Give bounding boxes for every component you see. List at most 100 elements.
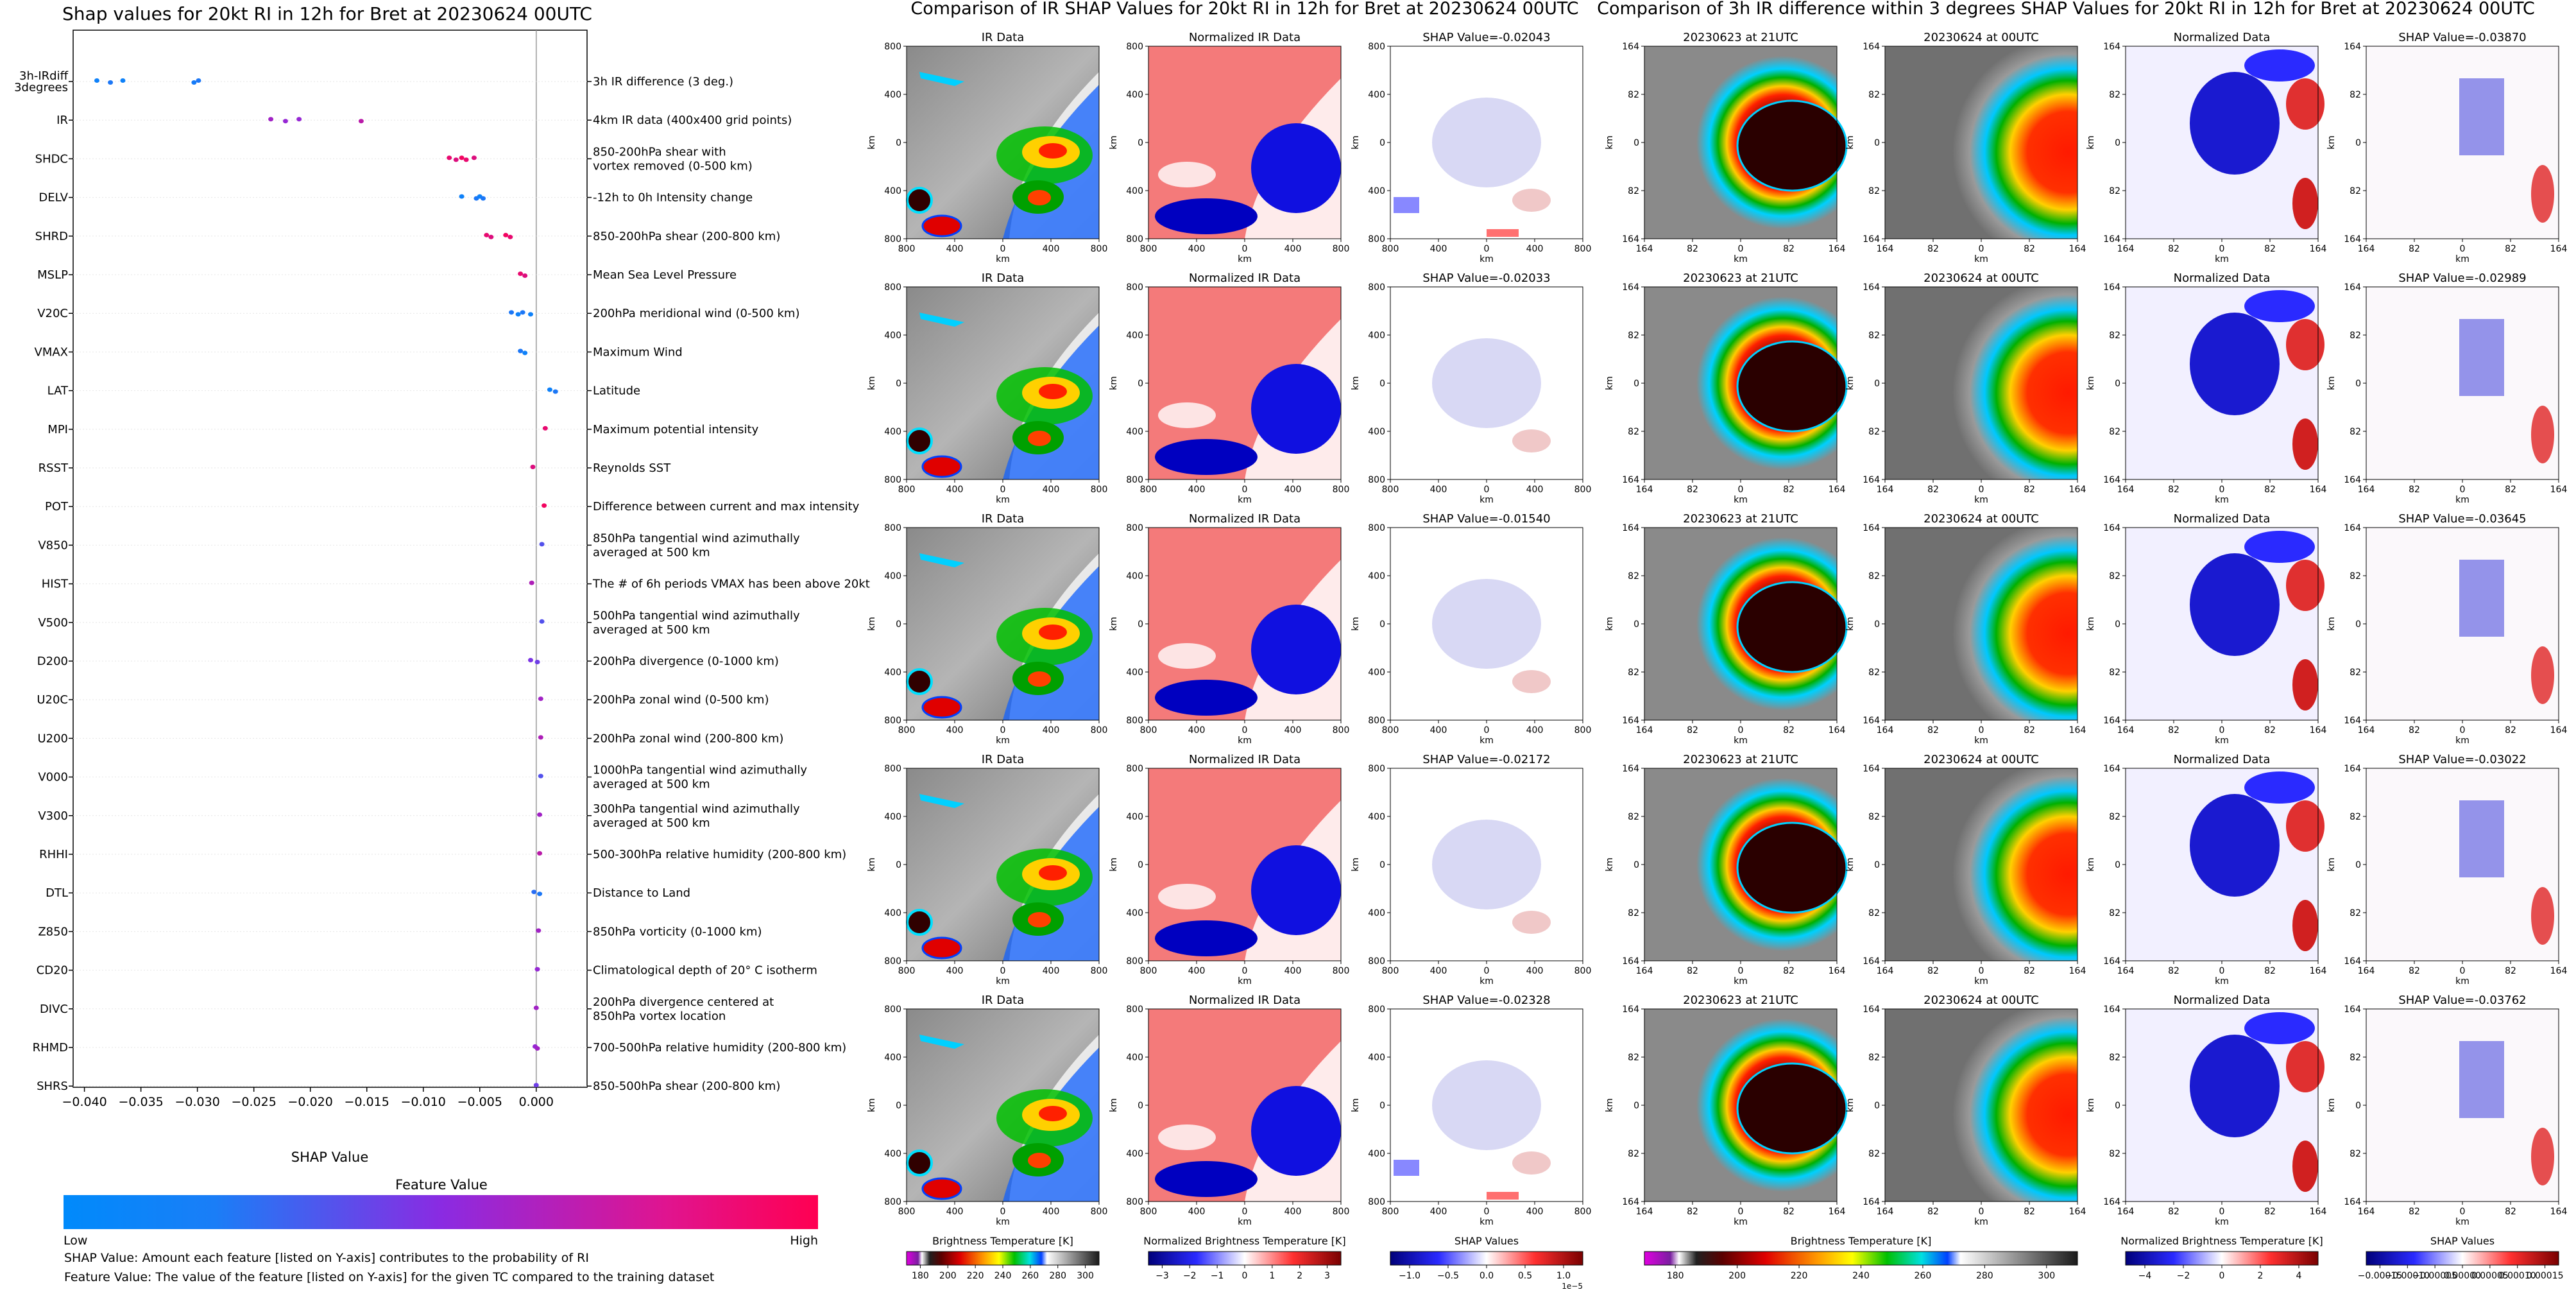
ir-panel: Normalized IR Data8008004004000040040080… [1109, 994, 1349, 1227]
panel-x-tick-label: 82 [2409, 966, 2420, 976]
panel-x-tick-label: 800 [1140, 485, 1157, 495]
panel-x-tick-label: 164 [2069, 725, 2086, 736]
shap-plot-frame [73, 30, 588, 1088]
panel-y-tick-label: 82 [2109, 427, 2120, 437]
colorbar: SHAP Values −1.0 −0.5 0.0 0.5 1.01e−5 [1390, 1235, 1583, 1291]
colorbar-tick-label: 180 [912, 1271, 929, 1281]
feature-code-label: SHDC [35, 152, 68, 166]
panel-y-tick-label: 800 [1368, 1004, 1385, 1015]
norm-diff-positive [2292, 900, 2318, 951]
panel-x-tick-label: 0 [1242, 725, 1248, 736]
panel-x-tick-label: 400 [1430, 244, 1447, 254]
feature-desc-label: Reynolds SST [593, 461, 671, 475]
colorbar-tick-label: 240 [1852, 1271, 1870, 1281]
panel-y-tick-label: 164 [2344, 1197, 2361, 1207]
panel-x-tick-label: 164 [2550, 1207, 2568, 1217]
colorbar-swatch [2125, 1251, 2319, 1266]
panel-x-tick-label: 400 [1430, 485, 1447, 495]
panel-y-tick-label: 400 [884, 1053, 901, 1063]
colorbar-tick-label: −2 [1183, 1271, 1197, 1281]
image-panels: IR Data80080040040000400400800800kmkmNor… [867, 31, 2567, 1227]
colorbar-label: Brightness Temperature [K] [1791, 1235, 1932, 1247]
x-tick-label: −0.040 [62, 1095, 107, 1109]
panel-x-tick-label: 82 [2264, 966, 2276, 976]
cold-top-spot [921, 455, 962, 478]
panel-y-tick-label: 164 [1863, 1197, 1880, 1207]
panel-y-tick-label: 164 [2103, 1197, 2120, 1207]
panel-title: Normalized IR Data [1189, 31, 1301, 44]
panel-title: Normalized IR Data [1189, 512, 1301, 526]
panel-y-tick-label: 800 [1368, 956, 1385, 967]
panel-y-tick-label: 0 [2355, 1101, 2361, 1111]
panel-x-tick-label: 800 [1091, 966, 1108, 976]
panel-x-tick-label: 0 [1484, 244, 1490, 254]
panel-x-axis-label: km [1974, 254, 1988, 264]
panel-x-tick-label: 800 [1574, 244, 1592, 254]
colorbar-tick-label: 220 [1791, 1271, 1808, 1281]
feature-desc-label: 500-300hPa relative humidity (200-800 km… [593, 848, 846, 861]
panel-y-tick-label: 400 [884, 571, 901, 581]
panel-y-tick-label: 82 [2109, 1053, 2120, 1063]
panel-y-tick-label: 800 [884, 1004, 901, 1015]
panel-y-tick-label: 82 [2350, 90, 2361, 100]
panel-y-tick-label: 164 [2344, 764, 2361, 774]
panel-y-tick-label: 164 [1863, 764, 1880, 774]
panel-y-tick-label: 82 [1628, 1053, 1639, 1063]
shap-diff-positive [2531, 165, 2554, 223]
shap-point [534, 660, 540, 664]
panel-x-tick-label: 164 [2550, 485, 2568, 495]
panel-y-tick-label: 164 [2103, 523, 2120, 533]
norm-diff-negative [2190, 1035, 2280, 1137]
cold-top-spot [906, 187, 933, 214]
panel-x-tick-label: 400 [1188, 244, 1206, 254]
feature-desc-label: Maximum potential intensity [593, 423, 759, 436]
panel-x-tick-label: 800 [898, 485, 916, 495]
panel-y-tick-label: 164 [1863, 716, 1880, 726]
panel-y-tick-label: 164 [2344, 234, 2361, 245]
norm-diff-negative [2244, 531, 2315, 563]
feature-desc-label: 850hPa tangential wind azimuthally averag… [593, 531, 800, 559]
panel-x-tick-label: 800 [1574, 725, 1592, 736]
panel-y-tick-label: 400 [1368, 331, 1385, 341]
colorbar-label: SHAP Values [2430, 1235, 2495, 1247]
panel-y-tick-label: 164 [2103, 764, 2120, 774]
panel-x-tick-label: 400 [946, 244, 964, 254]
panel-y-tick-label: 164 [1622, 1004, 1639, 1015]
panel-x-tick-label: 164 [1877, 725, 1894, 736]
panel-x-tick-label: 164 [2358, 725, 2375, 736]
panel-x-tick-label: 82 [2168, 1207, 2179, 1217]
norm-cold-region [1251, 364, 1341, 454]
shap-positive-area [1512, 429, 1551, 452]
colorbar-tick-label: 0.0 [1480, 1271, 1494, 1281]
panel-y-tick-label: 0 [1633, 860, 1639, 870]
diff-panel: SHAP Value=-0.02989164164828200828216416… [2326, 271, 2567, 505]
diff-panel: 20230624 at 00UTC1641648282008282164164k… [1845, 31, 2086, 264]
panel-y-tick-label: 400 [1126, 571, 1143, 581]
panel-x-tick-label: 800 [1091, 485, 1108, 495]
shap-feature-rows: 3h-IRdiff 3degrees 3h IR difference (3 deg… [14, 30, 870, 1093]
panel-y-axis-label: km [1351, 135, 1361, 150]
panel-x-tick-label: 800 [1333, 966, 1350, 976]
panel-x-axis-label: km [2215, 976, 2229, 986]
panel-x-axis-label: km [2455, 1217, 2469, 1227]
shap-diff-negative [2459, 560, 2504, 637]
panel-x-tick-label: 164 [2310, 966, 2327, 976]
panel-x-tick-label: 164 [2069, 244, 2086, 254]
panel-x-tick-label: 82 [2024, 725, 2035, 736]
panel-title: IR Data [982, 994, 1025, 1007]
x-tick-label: −0.005 [457, 1095, 502, 1109]
cold-top-spot [921, 696, 962, 719]
panel-x-axis-label: km [1480, 736, 1494, 746]
panel-y-tick-label: 400 [1368, 1053, 1385, 1063]
panel-y-axis-label: km [2326, 857, 2337, 872]
panel-x-tick-label: 0 [1738, 725, 1744, 736]
panel-y-tick-label: 400 [884, 812, 901, 822]
shap-point [538, 696, 543, 702]
shap-point [120, 78, 126, 83]
diff-panel: 20230624 at 00UTC1641648282008282164164k… [1845, 512, 2086, 746]
shap-point [268, 117, 274, 122]
norm-diff-positive [2286, 1041, 2324, 1092]
panel-y-tick-label: 800 [1126, 956, 1143, 967]
storm-field [1885, 1009, 2077, 1202]
